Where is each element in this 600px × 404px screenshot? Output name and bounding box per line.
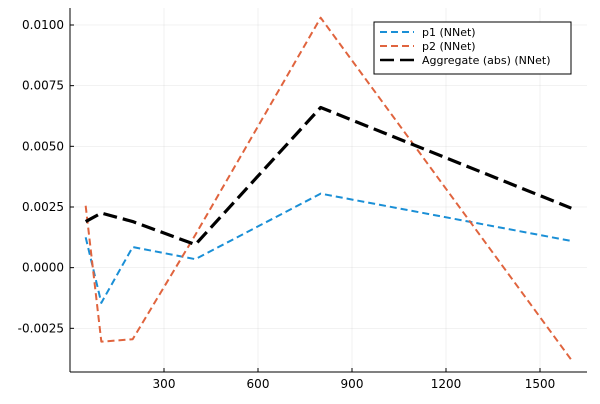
series-line-aggregate-abs-nnet (84, 105, 572, 247)
x-tick-label: 600 (247, 377, 270, 391)
x-tick-label: 1200 (431, 377, 462, 391)
legend-label: p1 (NNet) (422, 26, 476, 39)
series-line-p2-nnet (84, 16, 573, 361)
y-tick-label: 0.0000 (22, 261, 64, 275)
legend-label: p2 (NNet) (422, 40, 476, 53)
y-tick-label: 0.0025 (22, 200, 64, 214)
y-tick-label: -0.0025 (18, 321, 64, 335)
x-tick-label: 300 (153, 377, 176, 391)
y-tick-label: 0.0100 (22, 18, 64, 32)
legend-label: Aggregate (abs) (NNet) (422, 54, 551, 67)
x-tick-label: 900 (341, 377, 364, 391)
series-lines (84, 16, 573, 361)
series-line-p1-nnet (84, 192, 572, 304)
y-tick-label: 0.0050 (22, 139, 64, 153)
legend-box (373, 21, 572, 75)
legend: p1 (NNet)p2 (NNet)Aggregate (abs) (NNet) (373, 21, 572, 75)
x-tick-label: 1500 (525, 377, 556, 391)
y-tick-label: 0.0075 (22, 79, 64, 93)
grid-lines (70, 8, 587, 372)
axes: 300 600 900 1200 1500 -0.0025 0.0000 0.0025 0.00… (18, 8, 587, 391)
